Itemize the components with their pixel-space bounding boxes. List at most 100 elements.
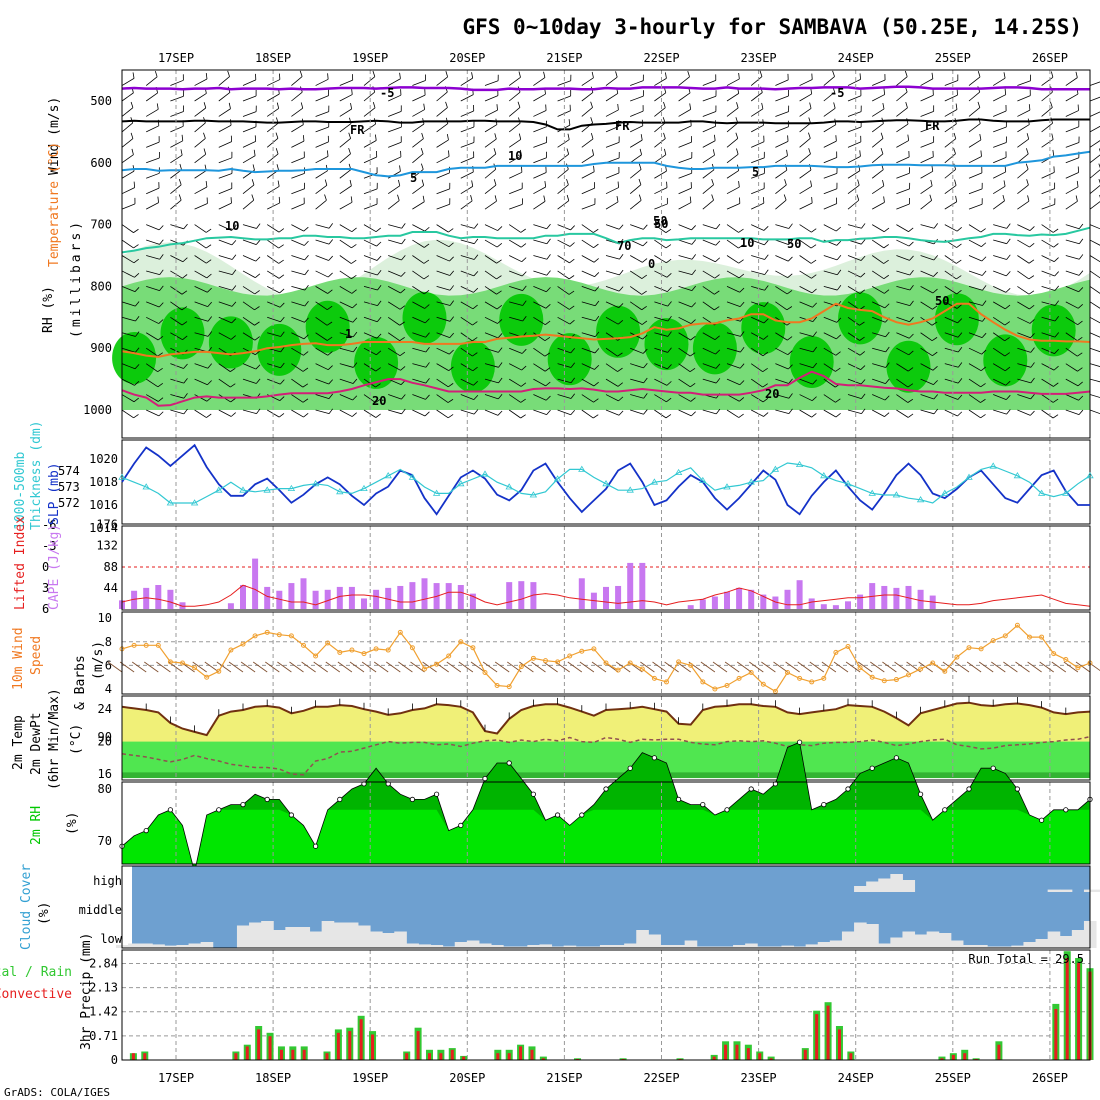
wind-barb-flag xyxy=(303,226,309,232)
precip-tick-2.13: 2.13 xyxy=(89,981,118,995)
wind-barb xyxy=(799,394,813,402)
wind-barb xyxy=(751,239,765,246)
wind-barb xyxy=(920,286,934,294)
wind-barb-flag xyxy=(783,194,787,201)
low-cloud-bar xyxy=(660,945,674,948)
wind-barb xyxy=(315,185,328,195)
wind-barb xyxy=(993,286,1007,293)
low-cloud-bar xyxy=(321,921,335,948)
wind10m-marker xyxy=(1014,622,1020,628)
wind-barb xyxy=(678,202,692,210)
wind-barb-flag xyxy=(304,240,309,246)
wind-barb-flag xyxy=(203,102,207,109)
wind-barb-flag xyxy=(498,362,503,368)
precip-axis-label: 3hr Precip (mm) xyxy=(79,933,94,1050)
wind-barb xyxy=(1065,347,1078,357)
wind-barb-flag xyxy=(885,346,890,353)
wind-barb-flag xyxy=(1030,347,1035,353)
wind-barb xyxy=(896,172,910,179)
wind-barb-flag xyxy=(1054,315,1060,322)
thickness-tick-574: 574 xyxy=(58,464,80,478)
wind-barb xyxy=(339,185,352,195)
wind10m-marker xyxy=(1002,633,1008,639)
wind-barb xyxy=(484,124,498,133)
wind-barb xyxy=(170,394,185,399)
wind10m-barb xyxy=(144,661,159,673)
wind-barb-flag xyxy=(933,255,939,261)
precip-conv-bar xyxy=(291,1049,295,1060)
wind10m-marker xyxy=(434,661,440,667)
wind-barb xyxy=(847,224,862,229)
wind-barb xyxy=(896,107,908,117)
low-cloud-bar xyxy=(333,922,347,948)
low-cloud-bar xyxy=(648,934,661,948)
wind-barb-flag xyxy=(377,300,382,306)
pressure-tick-500: 500 xyxy=(90,94,112,108)
wind-barb xyxy=(412,201,425,210)
wind-barb xyxy=(388,394,402,400)
wind-barb xyxy=(533,126,547,133)
wind-barb-flag xyxy=(909,300,914,306)
wind-barb-flag xyxy=(326,305,333,310)
wind-barb-flag xyxy=(372,101,376,108)
wind-barb xyxy=(654,239,667,249)
wind-barb xyxy=(968,172,983,179)
wind10m-label-2: Speed xyxy=(29,636,44,675)
low-cloud-bar xyxy=(890,937,903,948)
cape-bar xyxy=(373,589,380,609)
low-cloud-bar xyxy=(285,927,298,948)
wind-barb xyxy=(484,224,498,231)
cape-label: CAPE (J/kg) xyxy=(47,524,62,610)
wind-barb xyxy=(460,316,473,326)
wind-barb xyxy=(194,255,207,264)
wind-barb xyxy=(484,347,499,353)
wind-barb xyxy=(654,154,667,164)
precip-conv-bar xyxy=(712,1056,716,1060)
rh2m-marker xyxy=(942,807,948,813)
wind10m-barb xyxy=(1003,661,1018,673)
wind-barb xyxy=(339,79,353,86)
wind-barb-flag xyxy=(907,383,914,388)
wind-barb-flag xyxy=(885,378,890,384)
top-date-24SEP: 24SEP xyxy=(838,51,874,65)
precip-conv-bar xyxy=(427,1053,431,1060)
wind-barb xyxy=(654,107,666,117)
wind-barb-flag xyxy=(641,290,647,295)
precip-conv-bar xyxy=(576,1058,580,1060)
wind-barb-flag xyxy=(933,271,938,277)
wind-barb xyxy=(1065,77,1078,86)
cape-bar xyxy=(131,590,138,609)
wind-barb xyxy=(412,332,426,338)
wind-barb xyxy=(242,199,254,210)
wind-barb xyxy=(146,172,160,179)
wind-barb xyxy=(896,316,910,323)
wind-barb-flag xyxy=(276,164,279,171)
low-cloud-bar xyxy=(478,943,492,948)
low-cloud-bar xyxy=(950,940,964,948)
wind-barb xyxy=(242,95,257,102)
wind-barb xyxy=(630,224,644,230)
wind-barb-flag xyxy=(904,70,908,77)
wind-barb xyxy=(121,270,135,278)
wind-barb-flag xyxy=(638,178,642,185)
wind-barb-flag xyxy=(545,395,551,401)
wind-barb-flag xyxy=(812,362,818,369)
wind-barb xyxy=(1089,409,1100,415)
wind-barb xyxy=(581,409,594,419)
thickness-marker xyxy=(844,480,852,487)
rh2m-marker xyxy=(651,755,658,761)
precip-conv-bar xyxy=(963,1053,967,1060)
wind-barb xyxy=(678,109,691,117)
wind-barb xyxy=(291,224,304,232)
wind-barb xyxy=(533,363,546,372)
wind-barb xyxy=(1089,184,1100,195)
wind-barb xyxy=(242,184,255,195)
wind-barb-flag xyxy=(1078,238,1084,244)
wind-barb xyxy=(751,316,765,324)
wind-barb xyxy=(1017,95,1031,102)
wind-barb xyxy=(581,224,594,233)
wind-barb-flag xyxy=(1005,304,1011,310)
wind10m-barb xyxy=(894,661,909,673)
wind10m-marker xyxy=(869,674,875,680)
wind-barb-flag xyxy=(1029,304,1035,310)
